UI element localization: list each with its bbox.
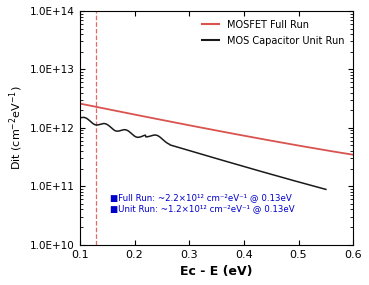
MOS Capacitor Unit Run — [81, 116, 86, 119]
X-axis label: Ec - E (eV): Ec - E (eV) — [180, 265, 253, 278]
MOS Capacitor Unit Run — [196, 152, 201, 155]
MOSFET Full Run — [209, 128, 214, 131]
MOS Capacitor Unit Run — [280, 176, 284, 179]
MOSFET Full Run — [351, 153, 355, 156]
MOS Capacitor Unit Run — [324, 188, 328, 191]
MOSFET Full Run — [302, 145, 306, 148]
MOS Capacitor Unit Run — [318, 186, 323, 190]
MOS Capacitor Unit Run — [77, 116, 82, 120]
MOSFET Full Run — [225, 131, 230, 134]
MOS Capacitor Unit Run — [195, 151, 199, 155]
MOSFET Full Run — [207, 127, 212, 131]
MOSFET Full Run — [240, 134, 245, 137]
Line: MOS Capacitor Unit Run: MOS Capacitor Unit Run — [80, 117, 326, 190]
Y-axis label: Dit (cm$^{-2}$eV$^{-1}$): Dit (cm$^{-2}$eV$^{-1}$) — [7, 86, 25, 170]
Text: ■Full Run: ~2.2×10¹² cm⁻²eV⁻¹ @ 0.13eV
■Unit Run: ~1.2×10¹² cm⁻²eV⁻¹ @ 0.13eV: ■Full Run: ~2.2×10¹² cm⁻²eV⁻¹ @ 0.13eV ■… — [110, 194, 294, 213]
MOS Capacitor Unit Run — [225, 160, 229, 163]
MOSFET Full Run — [77, 102, 82, 105]
MOSFET Full Run — [344, 152, 349, 155]
MOS Capacitor Unit Run — [211, 156, 216, 159]
Legend: MOSFET Full Run, MOS Capacitor Unit Run: MOSFET Full Run, MOS Capacitor Unit Run — [198, 16, 348, 49]
Line: MOSFET Full Run: MOSFET Full Run — [80, 103, 353, 155]
